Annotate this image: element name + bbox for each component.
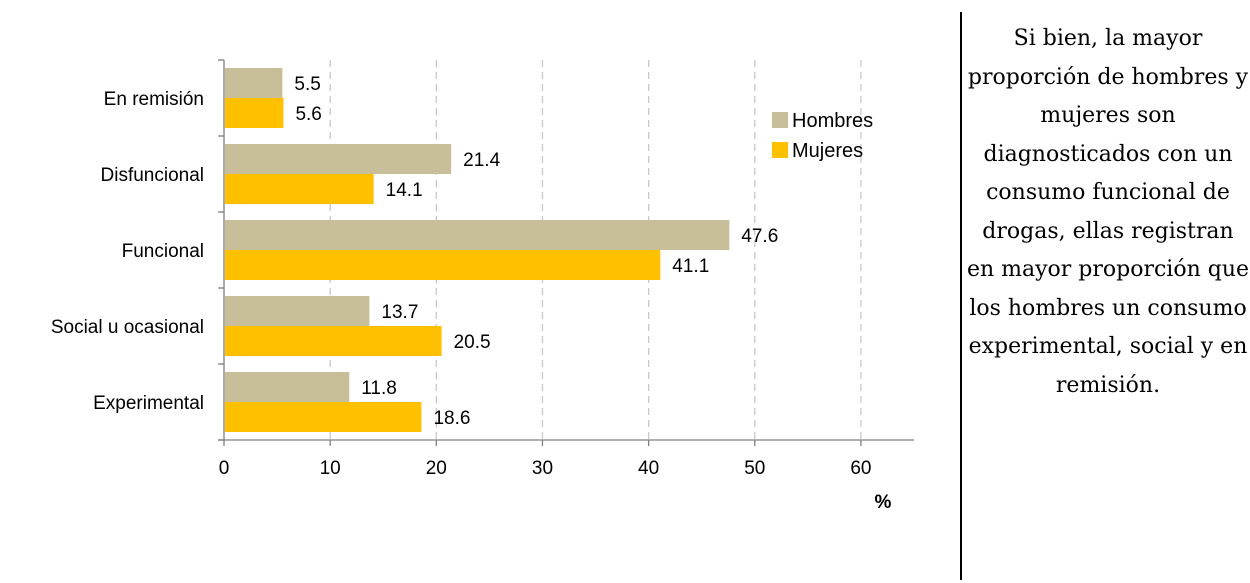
category-label: Funcional xyxy=(122,241,204,262)
bar-hombres-4 xyxy=(225,296,370,326)
axes xyxy=(218,59,914,446)
value-label: 41.1 xyxy=(672,256,709,277)
x-tick-label: 20 xyxy=(426,458,447,479)
bar-hombres-5 xyxy=(225,372,350,402)
bar-hombres-2 xyxy=(225,144,452,174)
category-label: Social u ocasional xyxy=(51,317,204,338)
x-axis-label: % xyxy=(875,492,892,513)
value-label: 5.5 xyxy=(294,74,320,95)
x-tick-label: 60 xyxy=(850,458,871,479)
labels: 5.5 5.6 En remisión 21.4 14.1 Disfuncional 47.… xyxy=(51,74,872,479)
value-label: 20.5 xyxy=(454,332,491,353)
value-label: 13.7 xyxy=(381,302,418,323)
value-label: 5.6 xyxy=(295,104,321,125)
bar-hombres-1 xyxy=(225,68,283,98)
bar-chart: 5.5 5.6 En remisión 21.4 14.1 Disfuncional 47.… xyxy=(51,59,914,513)
value-label: 18.6 xyxy=(433,408,470,429)
x-tick-label: 50 xyxy=(744,458,765,479)
bar-mujeres-1 xyxy=(225,98,284,128)
value-label: 47.6 xyxy=(741,226,778,247)
value-label: 21.4 xyxy=(463,150,500,171)
category-label: Disfuncional xyxy=(101,165,205,186)
divider-line xyxy=(960,12,962,580)
bar-mujeres-2 xyxy=(225,174,374,204)
commentary-text: Si bien, la mayor proporción de hombres … xyxy=(966,26,1250,398)
category-label: En remisión xyxy=(104,89,204,110)
legend-swatch-mujeres xyxy=(772,142,788,158)
bar-mujeres-3 xyxy=(225,250,661,280)
value-label: 11.8 xyxy=(361,378,397,399)
bars xyxy=(225,68,730,432)
bar-hombres-3 xyxy=(225,220,730,250)
x-tick-label: 30 xyxy=(532,458,553,479)
bar-mujeres-4 xyxy=(225,326,442,356)
x-tick-label: 0 xyxy=(219,458,230,479)
category-label: Experimental xyxy=(93,393,204,414)
x-tick-label: 40 xyxy=(638,458,659,479)
legend-label-mujeres: Mujeres xyxy=(792,140,863,162)
value-label: 14.1 xyxy=(386,180,423,201)
legend-label-hombres: Hombres xyxy=(792,110,873,132)
bar-mujeres-5 xyxy=(225,402,422,432)
legend: Hombres Mujeres xyxy=(772,110,873,162)
legend-swatch-hombres xyxy=(772,112,788,128)
x-tick-label: 10 xyxy=(320,458,341,479)
